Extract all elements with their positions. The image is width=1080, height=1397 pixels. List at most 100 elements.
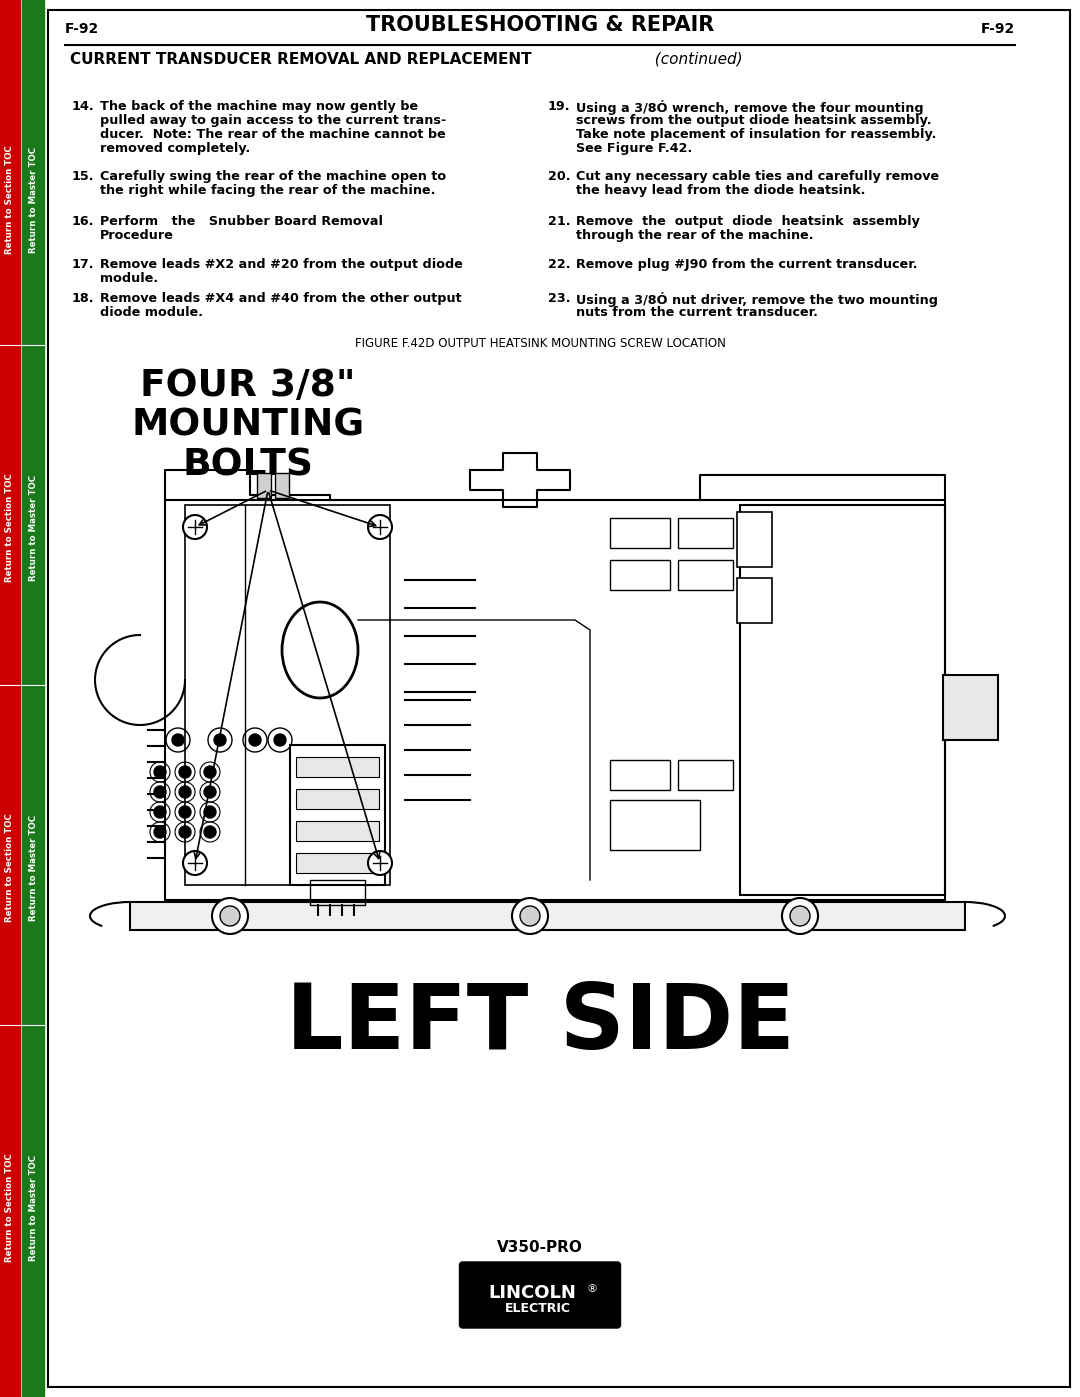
- Text: 15.: 15.: [72, 170, 95, 183]
- Bar: [22, 0, 44, 1397]
- Text: F-92: F-92: [65, 22, 99, 36]
- Circle shape: [179, 787, 191, 798]
- Text: ducer.  Note: The rear of the machine cannot be: ducer. Note: The rear of the machine can…: [100, 129, 446, 141]
- Text: screws from the output diode heatsink assembly.: screws from the output diode heatsink as…: [576, 115, 931, 127]
- Text: The back of the machine may now gently be: The back of the machine may now gently b…: [100, 101, 418, 113]
- Text: 16.: 16.: [72, 215, 94, 228]
- Text: ELECTRIC: ELECTRIC: [505, 1302, 571, 1316]
- Circle shape: [368, 515, 392, 539]
- Bar: [296, 821, 379, 841]
- Circle shape: [179, 826, 191, 838]
- Circle shape: [172, 733, 184, 746]
- Text: 18.: 18.: [72, 292, 95, 305]
- Bar: [678, 760, 733, 789]
- Text: Perform   the   Snubber Board Removal: Perform the Snubber Board Removal: [100, 215, 383, 228]
- Circle shape: [154, 787, 166, 798]
- Circle shape: [154, 826, 166, 838]
- Bar: [0, 0, 21, 1397]
- Text: the heavy lead from the diode heatsink.: the heavy lead from the diode heatsink.: [576, 184, 865, 197]
- Circle shape: [204, 826, 216, 838]
- Bar: [610, 760, 670, 789]
- Text: 17.: 17.: [72, 258, 95, 271]
- Circle shape: [179, 766, 191, 778]
- Text: BOLTS: BOLTS: [183, 447, 313, 483]
- Text: Take note placement of insulation for reassembly.: Take note placement of insulation for re…: [576, 129, 936, 141]
- Text: module.: module.: [100, 272, 158, 285]
- Text: Return to Section TOC: Return to Section TOC: [5, 474, 14, 583]
- Text: Return to Master TOC: Return to Master TOC: [28, 147, 38, 253]
- Text: Using a 3/8Ó wrench, remove the four mounting: Using a 3/8Ó wrench, remove the four mou…: [576, 101, 923, 115]
- Bar: [943, 675, 998, 740]
- Text: MOUNTING: MOUNTING: [132, 408, 365, 444]
- Text: Remove plug #J90 from the current transducer.: Remove plug #J90 from the current transd…: [576, 258, 918, 271]
- Circle shape: [154, 806, 166, 819]
- Text: CURRENT TRANSDUCER REMOVAL AND REPLACEMENT: CURRENT TRANSDUCER REMOVAL AND REPLACEME…: [70, 52, 531, 67]
- Circle shape: [183, 515, 207, 539]
- Bar: [291, 745, 384, 886]
- Bar: [610, 518, 670, 548]
- Bar: [310, 880, 365, 905]
- Text: 14.: 14.: [72, 101, 95, 113]
- Text: (continued): (continued): [645, 52, 743, 67]
- Text: Cut any necessary cable ties and carefully remove: Cut any necessary cable ties and careful…: [576, 170, 940, 183]
- Circle shape: [204, 806, 216, 819]
- Text: Return to Master TOC: Return to Master TOC: [28, 475, 38, 581]
- Text: 20.: 20.: [548, 170, 570, 183]
- Bar: [296, 789, 379, 809]
- Circle shape: [782, 898, 818, 935]
- Text: removed completely.: removed completely.: [100, 142, 251, 155]
- Bar: [740, 504, 945, 895]
- Circle shape: [212, 898, 248, 935]
- Bar: [185, 504, 390, 886]
- Text: Carefully swing the rear of the machine open to: Carefully swing the rear of the machine …: [100, 170, 446, 183]
- Text: Return to Section TOC: Return to Section TOC: [5, 813, 14, 922]
- Text: LINCOLN: LINCOLN: [488, 1284, 576, 1302]
- Bar: [296, 854, 379, 873]
- Circle shape: [204, 766, 216, 778]
- Bar: [678, 560, 733, 590]
- Circle shape: [154, 766, 166, 778]
- Bar: [275, 474, 289, 497]
- Bar: [610, 800, 700, 849]
- Text: FIGURE F.42D OUTPUT HEATSINK MOUNTING SCREW LOCATION: FIGURE F.42D OUTPUT HEATSINK MOUNTING SC…: [354, 337, 726, 351]
- Circle shape: [179, 806, 191, 819]
- Bar: [610, 560, 670, 590]
- Text: 23.: 23.: [548, 292, 570, 305]
- Circle shape: [183, 851, 207, 875]
- Circle shape: [204, 787, 216, 798]
- Text: Return to Section TOC: Return to Section TOC: [5, 1154, 14, 1263]
- Text: Remove leads #X4 and #40 from the other output: Remove leads #X4 and #40 from the other …: [100, 292, 461, 305]
- Text: through the rear of the machine.: through the rear of the machine.: [576, 229, 813, 242]
- Text: FOUR 3/8": FOUR 3/8": [140, 367, 355, 404]
- Text: the right while facing the rear of the machine.: the right while facing the rear of the m…: [100, 184, 435, 197]
- Bar: [165, 500, 945, 900]
- Text: Remove leads #X2 and #20 from the output diode: Remove leads #X2 and #20 from the output…: [100, 258, 463, 271]
- Text: pulled away to gain access to the current trans-: pulled away to gain access to the curren…: [100, 115, 446, 127]
- Bar: [130, 902, 966, 930]
- Text: TROUBLESHOOTING & REPAIR: TROUBLESHOOTING & REPAIR: [366, 15, 714, 35]
- Circle shape: [789, 907, 810, 926]
- Circle shape: [220, 907, 240, 926]
- Bar: [296, 757, 379, 777]
- Text: Using a 3/8Ó nut driver, remove the two mounting: Using a 3/8Ó nut driver, remove the two …: [576, 292, 939, 307]
- Text: 19.: 19.: [548, 101, 570, 113]
- Text: Return to Master TOC: Return to Master TOC: [28, 1155, 38, 1261]
- Text: LEFT SIDE: LEFT SIDE: [285, 981, 795, 1067]
- Circle shape: [214, 733, 226, 746]
- Text: V350-PRO: V350-PRO: [497, 1241, 583, 1255]
- Text: Remove  the  output  diode  heatsink  assembly: Remove the output diode heatsink assembl…: [576, 215, 920, 228]
- Bar: [737, 511, 772, 567]
- Text: ®: ®: [586, 1284, 597, 1294]
- Bar: [257, 474, 271, 497]
- Circle shape: [274, 733, 286, 746]
- Text: Procedure: Procedure: [100, 229, 174, 242]
- FancyBboxPatch shape: [459, 1261, 621, 1329]
- Circle shape: [519, 907, 540, 926]
- Circle shape: [512, 898, 548, 935]
- Text: 21.: 21.: [548, 215, 570, 228]
- Circle shape: [368, 851, 392, 875]
- Text: Return to Section TOC: Return to Section TOC: [5, 145, 14, 254]
- Text: diode module.: diode module.: [100, 306, 203, 319]
- Text: Return to Master TOC: Return to Master TOC: [28, 814, 38, 921]
- Text: See Figure F.42.: See Figure F.42.: [576, 142, 692, 155]
